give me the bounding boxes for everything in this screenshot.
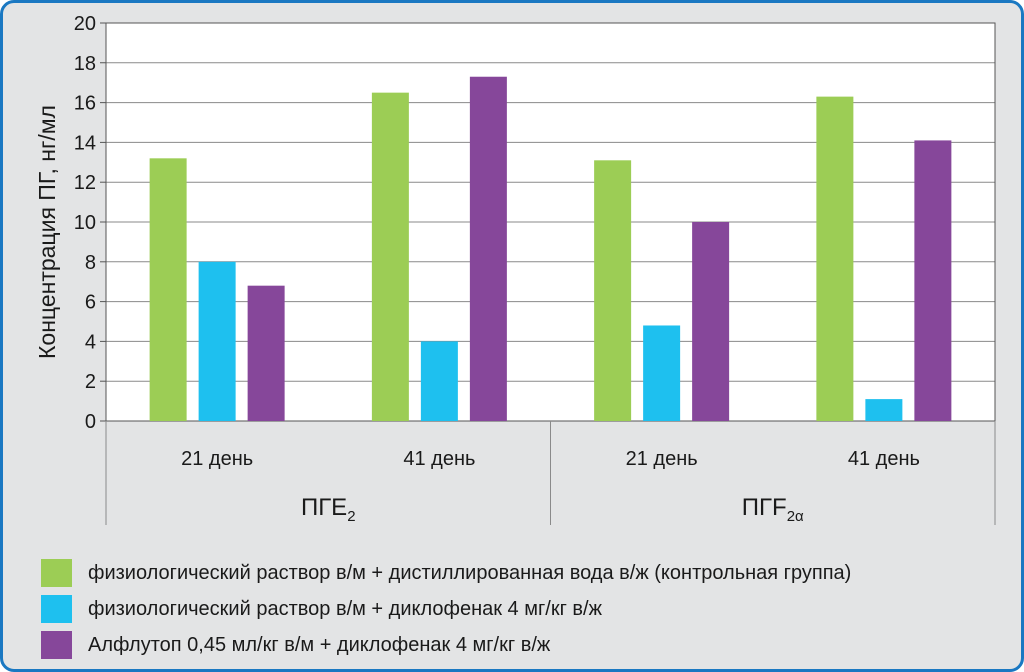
y-tick-label: 4 xyxy=(85,331,96,353)
bar-chart: 0 2 4 6 8 10 12 14 16 18 20 Концентрация ПГ, нг/мл 2… xyxy=(34,13,996,525)
legend-item-alflutop: Алфлутоп 0,45 мл/кг в/м + диклофенак 4 м… xyxy=(41,627,1016,663)
legend-swatch-diclofenac xyxy=(41,595,72,623)
bar xyxy=(692,222,730,421)
legend-item-diclofenac: физиологический раствор в/м + диклофенак… xyxy=(41,591,1016,627)
bar xyxy=(149,158,187,421)
bar xyxy=(865,399,903,421)
legend-item-control: физиологический раствор в/м + дистиллиро… xyxy=(41,555,1016,591)
y-tick-label: 8 xyxy=(85,252,96,274)
bar xyxy=(198,261,236,421)
x-tick-label: 41 день xyxy=(403,448,475,470)
y-tick-label: 0 xyxy=(85,411,96,433)
bar xyxy=(914,140,952,421)
group-label: ПГЕ2 xyxy=(301,494,356,525)
legend-label-control: физиологический раствор в/м + дистиллиро… xyxy=(88,561,852,584)
y-tick-label: 6 xyxy=(85,292,96,314)
legend-swatch-alflutop xyxy=(41,631,72,659)
y-tick-label: 18 xyxy=(74,53,96,75)
x-tick-label: 41 день xyxy=(848,448,920,470)
legend-label-alflutop: Алфлутоп 0,45 мл/кг в/м + диклофенак 4 м… xyxy=(88,633,551,656)
bar xyxy=(469,76,507,421)
y-tick-label: 12 xyxy=(74,172,96,194)
legend: физиологический раствор в/м + дистиллиро… xyxy=(41,555,1016,663)
y-tick-label: 10 xyxy=(74,212,96,234)
y-tick-label: 20 xyxy=(74,13,96,35)
x-tick-label: 21 день xyxy=(626,448,698,470)
legend-swatch-control xyxy=(41,559,72,587)
y-axis-label: Концентрация ПГ, нг/мл xyxy=(34,105,60,359)
y-tick-label: 2 xyxy=(85,371,96,393)
legend-label-diclofenac: физиологический раствор в/м + диклофенак… xyxy=(88,597,602,620)
group-label: ПГF2α xyxy=(742,494,804,525)
bar xyxy=(816,96,854,421)
y-tick-label: 14 xyxy=(74,132,96,154)
bar xyxy=(371,92,409,422)
bar xyxy=(594,160,632,421)
bar xyxy=(420,341,458,421)
bar xyxy=(643,325,681,421)
x-tick-label: 21 день xyxy=(181,448,253,470)
y-tick-label: 16 xyxy=(74,93,96,115)
bar xyxy=(247,285,285,421)
